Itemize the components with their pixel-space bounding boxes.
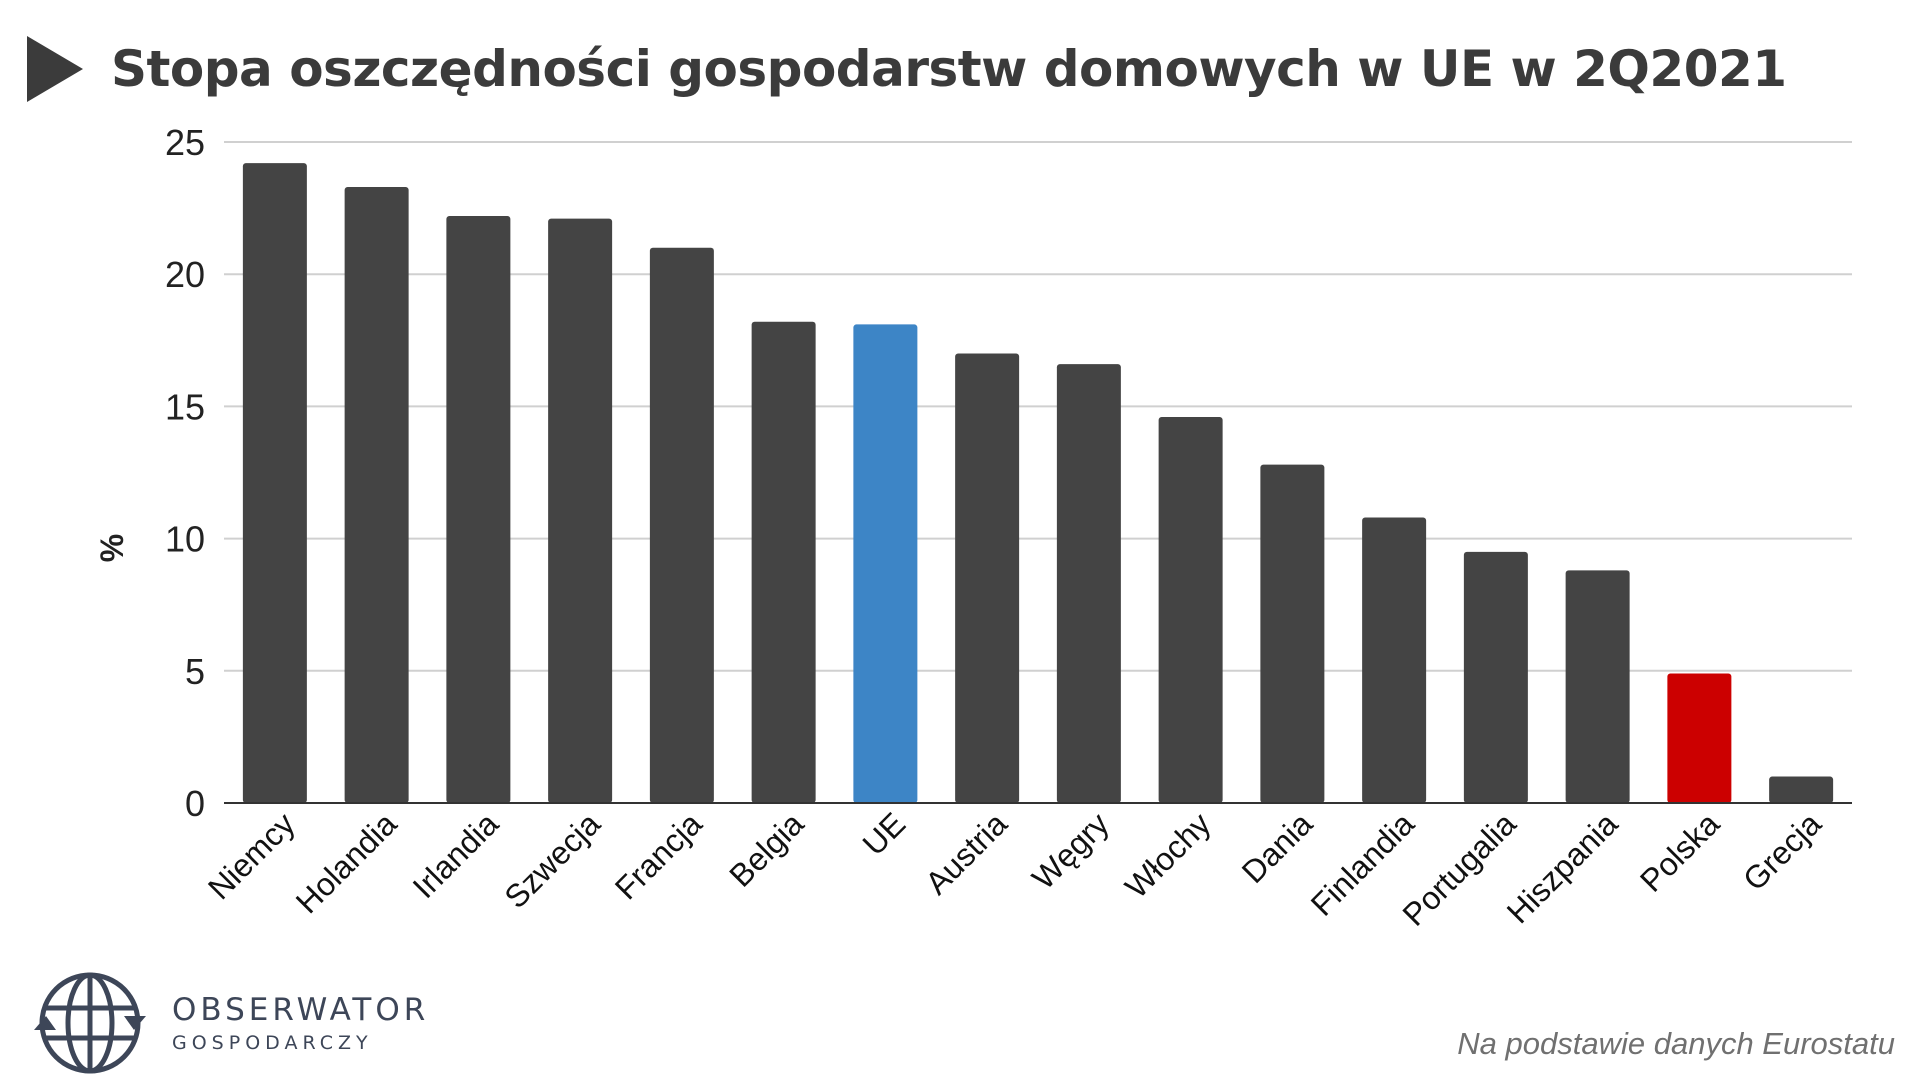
bar-portugalia: [1463, 551, 1528, 803]
logo-name: OBSERWATOR: [172, 992, 430, 1028]
bar-polska: [1667, 673, 1732, 803]
bar-belgia: [751, 321, 816, 803]
chart-title: Stopa oszczędności gospodarstw domowych …: [111, 40, 1787, 98]
bar-francja: [649, 247, 714, 803]
x-tick-label: Włochy: [1118, 805, 1218, 905]
x-tick-label: Belgia: [722, 805, 810, 893]
x-tick-label: Francja: [608, 805, 709, 906]
bars: [242, 163, 1834, 804]
title-row: Stopa oszczędności gospodarstw domowych …: [27, 36, 1787, 102]
x-tick-label: Holandia: [289, 805, 404, 920]
bar-niemcy: [242, 163, 307, 804]
bar-szwecja: [548, 218, 613, 803]
x-tick-label: Polska: [1633, 805, 1727, 899]
y-axis-label: %: [94, 534, 130, 562]
globe-arrows-icon: [34, 972, 146, 1074]
bar-ue: [853, 324, 918, 803]
bar-hiszpania: [1565, 570, 1630, 803]
x-tick-label: Dania: [1235, 805, 1320, 890]
bar-finlandia: [1362, 517, 1427, 803]
bar-włochy: [1158, 416, 1223, 803]
x-tick-label: Grecja: [1736, 805, 1828, 897]
logo-subtitle: GOSPODARCZY: [172, 1032, 373, 1054]
logo: OBSERWATOR GOSPODARCZY: [30, 968, 429, 1078]
bar-austria: [955, 353, 1020, 803]
x-tick-label: Portugalia: [1395, 805, 1522, 932]
y-tick-label: 10: [165, 519, 205, 560]
y-tick-label: 0: [185, 783, 205, 824]
x-tick-label: Niemcy: [201, 805, 302, 906]
bar-dania: [1260, 464, 1325, 803]
x-tick-label: Hiszpania: [1500, 805, 1625, 930]
y-tick-label: 5: [185, 651, 205, 692]
play-triangle-icon: [27, 36, 83, 102]
x-tick-label: Irlandia: [406, 805, 506, 905]
bar-holandia: [344, 186, 409, 803]
x-tick-label: Austria: [918, 805, 1014, 901]
y-tick-label: 15: [165, 386, 205, 427]
y-tick-labels: 0 5 10 15 20 25: [165, 122, 205, 824]
bar-grecja: [1769, 776, 1834, 803]
x-tick-label: Węgry: [1025, 805, 1116, 896]
y-tick-label: 25: [165, 122, 205, 163]
x-tick-label: UE: [855, 805, 912, 862]
y-tick-label: 20: [165, 254, 205, 295]
source-note: Na podstawie danych Eurostatu: [1457, 1026, 1895, 1061]
bar-węgry: [1056, 364, 1121, 803]
bar-irlandia: [446, 216, 511, 804]
x-tick-label: Szwecja: [497, 805, 607, 915]
